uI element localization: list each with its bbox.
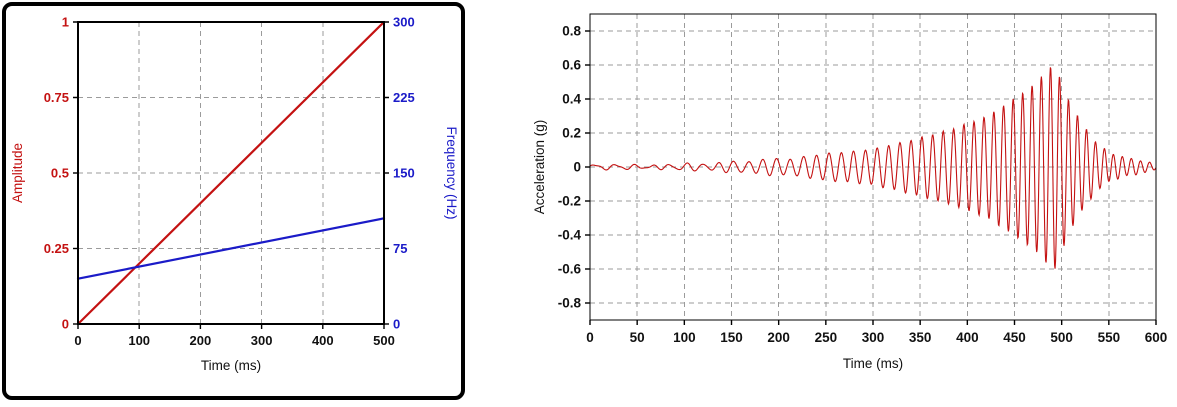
y-tick-label: 0.2 (562, 126, 581, 141)
x-tick-label: 350 (909, 330, 932, 345)
right-y-tick-label: 225 (393, 90, 415, 105)
sweep-profile-panel: 0 100 200 300 400 500 0 0.25 0.5 0.75 1 0 75 150 225 30… (2, 2, 465, 400)
x-tick-label: 150 (720, 330, 743, 345)
x-tick-label: 500 (1050, 330, 1073, 345)
right-y-tick-label: 0 (393, 317, 400, 332)
x-tick-label: 0 (74, 333, 81, 348)
y-tick-label: -0.4 (558, 228, 582, 243)
acceleration-response-panel: 0 50 100 150 200 250 300 350 400 450 500 550 600 -0.8… (530, 0, 1177, 402)
right-y-axis-title: Frequency (Hz) (444, 126, 459, 219)
x-tick-label: 250 (815, 330, 838, 345)
y-axis-title: Acceleration (g) (532, 120, 547, 215)
acceleration-response-chart: 0 50 100 150 200 250 300 350 400 450 500 550 600 -0.8… (530, 0, 1177, 402)
x-tick-label: 0 (586, 330, 594, 345)
y-tick-label: -0.6 (558, 262, 582, 277)
x-tick-label: 400 (312, 333, 334, 348)
y-tick-label: 0.8 (562, 24, 581, 39)
x-tick-label: 550 (1098, 330, 1121, 345)
x-tick-label: 500 (373, 333, 395, 348)
right-y-tick-label: 300 (393, 15, 415, 30)
acceleration-waveform (589, 67, 1157, 269)
x-tick-label: 600 (1145, 330, 1168, 345)
left-y-tick-label: 0.25 (44, 241, 69, 256)
x-tick-label: 300 (251, 333, 273, 348)
y-tick-label: 0.4 (562, 92, 581, 107)
x-tick-label: 200 (190, 333, 212, 348)
y-tick-label: 0 (573, 160, 581, 175)
sweep-profile-svg: 0 100 200 300 400 50000.250.50.75107515022530… (10, 15, 459, 374)
right-y-tick-label: 75 (393, 241, 407, 256)
left-y-tick-label: 1 (62, 15, 69, 30)
x-tick-label: 300 (862, 330, 885, 345)
left-y-tick-label: 0 (62, 317, 69, 332)
y-tick-label: 0.6 (562, 58, 581, 73)
x-axis-title: Time (ms) (843, 356, 903, 371)
x-axis-title: Time (ms) (201, 358, 261, 373)
sweep-profile-chart: 0 100 200 300 400 500 0 0.25 0.5 0.75 1 0 75 150 225 30… (6, 6, 461, 396)
x-tick-label: 450 (1003, 330, 1026, 345)
y-tick-label: -0.2 (558, 194, 581, 209)
acceleration-response-svg: 0 50 100 150 200 250 300 350 400 450 500 550 600 -0.8… (532, 13, 1168, 371)
left-y-axis-title: Amplitude (10, 143, 25, 203)
left-y-tick-label: 0.75 (44, 90, 69, 105)
amplitude-line (76, 20, 386, 326)
right-y-tick-label: 150 (393, 166, 415, 181)
frequency-line (76, 217, 386, 280)
y-tick-label: -0.8 (558, 296, 582, 311)
x-tick-label: 50 (630, 330, 645, 345)
x-tick-label: 200 (767, 330, 790, 345)
left-y-tick-label: 0.5 (51, 166, 69, 181)
x-tick-label: 400 (956, 330, 979, 345)
x-tick-label: 100 (128, 333, 150, 348)
x-tick-label: 100 (673, 330, 696, 345)
